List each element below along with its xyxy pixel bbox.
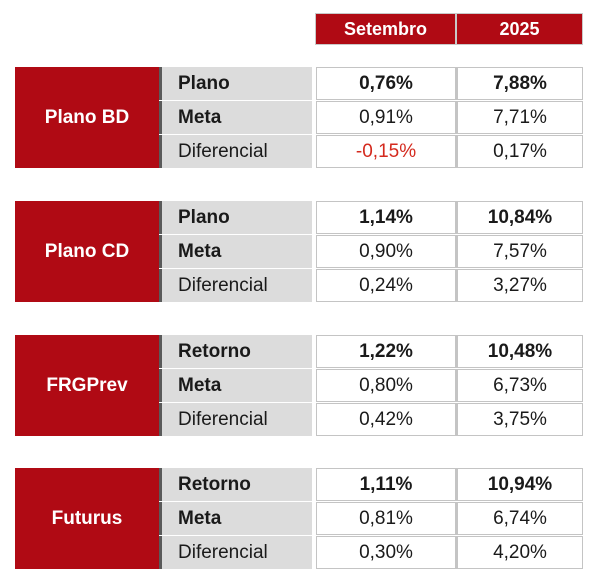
value-month: 0,42%: [316, 403, 456, 436]
row-label: Diferencial: [159, 135, 312, 168]
value-month: 0,76%: [316, 67, 456, 100]
table-row: Diferencial 0,30% 4,20%: [159, 536, 583, 569]
header-setembro: Setembro: [315, 13, 456, 45]
row-label: Retorno: [159, 335, 312, 368]
plan-name: Futurus: [15, 468, 159, 569]
value-month: 0,30%: [316, 536, 456, 569]
plan-name: Plano BD: [15, 67, 159, 168]
row-label: Plano: [159, 201, 312, 234]
value-month: 0,80%: [316, 369, 456, 402]
row-label: Plano: [159, 67, 312, 100]
row-label: Meta: [159, 235, 312, 268]
row-label: Meta: [159, 101, 312, 134]
table-row: Meta 0,91% 7,71%: [159, 101, 583, 134]
row-label: Diferencial: [159, 403, 312, 436]
table-row: Diferencial 0,42% 3,75%: [159, 403, 583, 436]
plan-block-plano-bd: Plano BD Plano 0,76% 7,88% Meta 0,91% 7,…: [15, 67, 583, 168]
table-row: Plano 1,14% 10,84%: [159, 201, 583, 234]
row-label: Meta: [159, 369, 312, 402]
plan-block-frgprev: FRGPrev Retorno 1,22% 10,48% Meta 0,80% …: [15, 335, 583, 436]
value-year: 6,73%: [456, 369, 583, 402]
value-month: 1,14%: [316, 201, 456, 234]
row-label: Diferencial: [159, 536, 312, 569]
value-year: 0,17%: [456, 135, 583, 168]
row-label: Diferencial: [159, 269, 312, 302]
row-label: Meta: [159, 502, 312, 535]
value-month: 0,90%: [316, 235, 456, 268]
value-month: 1,22%: [316, 335, 456, 368]
table-row: Diferencial -0,15% 0,17%: [159, 135, 583, 168]
table-row: Meta 0,90% 7,57%: [159, 235, 583, 268]
table-row: Meta 0,80% 6,73%: [159, 369, 583, 402]
value-month: 0,91%: [316, 101, 456, 134]
plan-name: FRGPrev: [15, 335, 159, 436]
value-year: 7,88%: [456, 67, 583, 100]
plan-name: Plano CD: [15, 201, 159, 302]
plan-block-futurus: Futurus Retorno 1,11% 10,94% Meta 0,81% …: [15, 468, 583, 569]
header-2025: 2025: [456, 13, 583, 45]
value-month: 0,81%: [316, 502, 456, 535]
value-year: 3,27%: [456, 269, 583, 302]
row-label: Retorno: [159, 468, 312, 501]
plan-block-plano-cd: Plano CD Plano 1,14% 10,84% Meta 0,90% 7…: [15, 201, 583, 302]
value-year: 10,48%: [456, 335, 583, 368]
table-row: Diferencial 0,24% 3,27%: [159, 269, 583, 302]
table-row: Plano 0,76% 7,88%: [159, 67, 583, 100]
value-year: 3,75%: [456, 403, 583, 436]
value-year: 7,57%: [456, 235, 583, 268]
value-year: 7,71%: [456, 101, 583, 134]
value-month: -0,15%: [316, 135, 456, 168]
value-year: 4,20%: [456, 536, 583, 569]
value-year: 10,84%: [456, 201, 583, 234]
value-month: 0,24%: [316, 269, 456, 302]
value-year: 6,74%: [456, 502, 583, 535]
value-year: 10,94%: [456, 468, 583, 501]
value-month: 1,11%: [316, 468, 456, 501]
table-row: Retorno 1,22% 10,48%: [159, 335, 583, 368]
table-row: Meta 0,81% 6,74%: [159, 502, 583, 535]
table-row: Retorno 1,11% 10,94%: [159, 468, 583, 501]
